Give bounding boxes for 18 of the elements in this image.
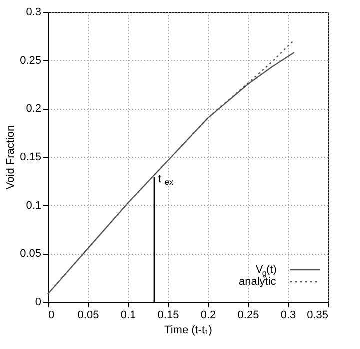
x-tick-label: 0.2 [200, 310, 216, 322]
x-tick-label: 0.05 [78, 310, 100, 322]
x-tick-label: 0.35 [307, 310, 328, 322]
y-tick-label: 0.2 [26, 103, 42, 116]
y-tick-label: 0 [35, 296, 42, 308]
x-tick-label: 0.25 [238, 310, 260, 322]
x-tick-label: 0.15 [158, 310, 180, 322]
y-tick-label: 0.05 [20, 248, 42, 260]
y-tick-label: 0.15 [20, 152, 42, 164]
y-axis-title: Void Fraction [5, 125, 18, 190]
x-tick-label: 0.3 [280, 310, 296, 322]
x-tick-label: 0.1 [120, 310, 136, 322]
legend-label: analytic [239, 276, 277, 288]
x-axis-title: Time (t-t₁) [164, 324, 212, 336]
y-tick-label: 0.1 [26, 200, 42, 212]
x-tick-label: 0 [48, 310, 55, 322]
y-tick-label: 0.3 [26, 6, 42, 18]
y-tick-label: 0.25 [20, 54, 42, 67]
